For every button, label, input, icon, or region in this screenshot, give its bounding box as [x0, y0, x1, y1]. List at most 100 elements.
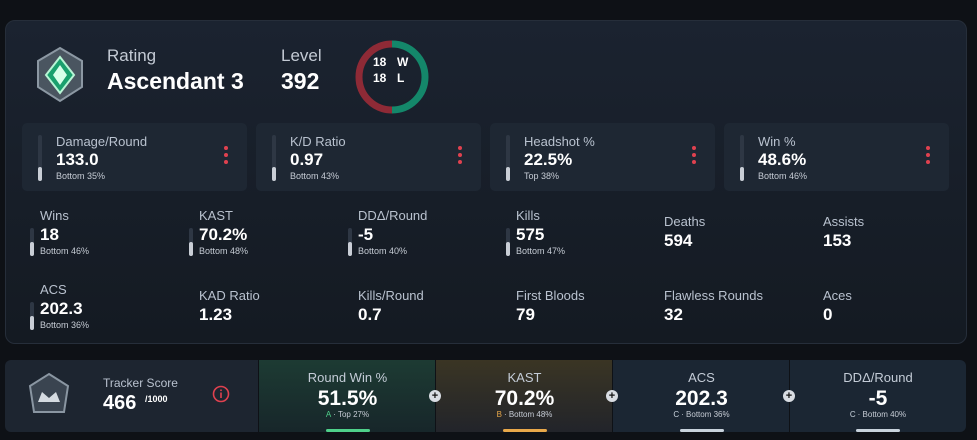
expand-button[interactable]: +: [429, 390, 441, 402]
tracker-max: /1000: [145, 394, 168, 404]
stat-rank: Bottom 47%: [516, 246, 566, 256]
percentile-bar: [189, 228, 193, 256]
stat-value: 0: [823, 305, 833, 324]
stat-label: Assists: [823, 214, 865, 229]
level-label: Level: [281, 46, 322, 65]
percentile-bar: [348, 228, 352, 256]
win-loss-ring: [355, 40, 429, 114]
score-rank: A · Top 27%: [259, 410, 436, 419]
stat-value: 594: [664, 231, 693, 250]
percentile-bar: [506, 135, 510, 181]
stat-label: Deaths: [664, 214, 706, 229]
stat-value: 32: [664, 305, 683, 324]
stat-value: 0.7: [358, 305, 382, 324]
tracker-score: 466: [103, 392, 137, 414]
rank-text: · Bottom 48%: [503, 410, 553, 419]
info-icon[interactable]: [212, 385, 230, 403]
stat-rank: Bottom 35%: [56, 171, 106, 181]
tracker-label: Tracker Score: [103, 376, 178, 390]
score-rank: B · Bottom 48%: [436, 410, 613, 419]
stat-label: Win %: [758, 134, 796, 149]
score-section: DDΔ/Round -5 C · Bottom 40%: [789, 360, 966, 432]
grade-bar: [679, 429, 724, 432]
score-rank: C · Bottom 36%: [613, 410, 790, 419]
expand-button[interactable]: +: [606, 390, 618, 402]
stat-label: K/D Ratio: [290, 134, 346, 149]
stat-label: First Bloods: [516, 288, 585, 303]
menu-dots[interactable]: [224, 146, 228, 167]
stat-label: Flawless Rounds: [664, 288, 763, 303]
stat-label: ACS: [40, 282, 67, 297]
score-value: 51.5%: [317, 387, 378, 410]
tracker-icon: [28, 372, 70, 413]
stat-value: 1.23: [199, 305, 233, 324]
menu-dots[interactable]: [926, 146, 930, 167]
l-label: L: [397, 71, 405, 85]
stat-tile: [256, 123, 481, 191]
score-value: 70.2%: [494, 387, 555, 410]
grade: C: [849, 410, 856, 419]
percentile-bar: [506, 228, 510, 256]
expand-button[interactable]: +: [783, 390, 795, 402]
stat-label: Headshot %: [524, 134, 595, 149]
stat-value: 79: [516, 305, 535, 324]
menu-dots[interactable]: [692, 146, 696, 167]
percentile-bar: [30, 302, 34, 330]
stat-value: -5: [358, 225, 374, 244]
stat-tile: [490, 123, 715, 191]
menu-dots[interactable]: [458, 146, 462, 167]
stat-value: 575: [516, 225, 545, 244]
stat-label: Aces: [823, 288, 852, 303]
stat-label: Damage/Round: [56, 134, 148, 149]
stat-rank: Bottom 48%: [199, 246, 249, 256]
grade-bar: [856, 429, 900, 432]
stat-rank: Bottom 46%: [758, 171, 808, 181]
grade: C: [673, 410, 680, 419]
stat-value: 202.3: [40, 299, 83, 318]
score-section: KAST 70.2% B · Bottom 48%: [435, 360, 613, 432]
rank-text: · Bottom 36%: [681, 410, 730, 419]
percentile-bar: [30, 228, 34, 256]
stat-value: 48.6%: [758, 150, 807, 169]
rating: Ascendant 3: [107, 68, 244, 94]
score-section: ACS 202.3 C · Bottom 36%: [612, 360, 790, 432]
rank-icon: [37, 46, 83, 103]
score-rank: C · Bottom 40%: [790, 410, 966, 419]
stat-label: KAST: [199, 208, 233, 223]
stat-tile: [22, 123, 247, 191]
stat-label: Kills/Round: [358, 288, 424, 303]
losses-count: 18: [373, 71, 387, 85]
stat-rank: Bottom 40%: [358, 246, 408, 256]
stat-value: 153: [823, 231, 852, 250]
stat-value: 22.5%: [524, 150, 573, 169]
stat-rank: Bottom 36%: [40, 320, 90, 330]
stat-label: DDΔ/Round: [358, 208, 428, 223]
percentile-bar: [740, 135, 744, 181]
wins-count: 18: [373, 55, 387, 69]
score-section: Round Win % 51.5% A · Top 27%: [258, 360, 436, 432]
stat-value: 0.97: [290, 150, 324, 169]
stat-label: KAD Ratio: [199, 288, 260, 303]
stat-rank: Top 38%: [524, 171, 560, 181]
grade-bar: [325, 429, 370, 432]
rank-text: · Top 27%: [333, 410, 370, 419]
score-label: KAST: [507, 370, 542, 385]
stat-value: 133.0: [56, 150, 99, 169]
score-label: ACS: [688, 370, 715, 385]
stat-value: 70.2%: [199, 225, 248, 244]
stat-value: 18: [40, 225, 59, 244]
grade: A: [325, 410, 332, 419]
stat-label: Kills: [516, 208, 540, 223]
grade-bar: [502, 429, 547, 432]
rank-text: · Bottom 40%: [857, 410, 907, 419]
grade: B: [496, 410, 502, 419]
score-label: DDΔ/Round: [843, 370, 913, 385]
rating-label: Rating: [107, 46, 157, 65]
stat-rank: Bottom 46%: [40, 246, 90, 256]
stat-tile: [724, 123, 949, 191]
score-value: 202.3: [675, 387, 728, 410]
stat-rank: Bottom 43%: [290, 171, 340, 181]
score-value: -5: [868, 387, 888, 410]
w-label: W: [397, 55, 409, 69]
